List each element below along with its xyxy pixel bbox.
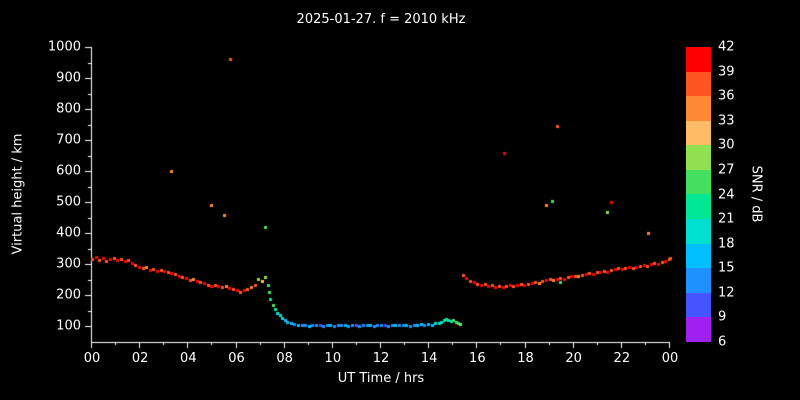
x-tick-label: 18 <box>517 351 534 366</box>
colorbar-tick-label: 12 <box>718 285 735 301</box>
y-axis-label: Virtual height / km <box>10 133 26 255</box>
x-tick-label: 00 <box>661 351 679 366</box>
x-tick-label: 22 <box>613 351 631 366</box>
y-tick-label: 1000 <box>47 39 81 55</box>
colorbar-tick-label: 24 <box>718 187 735 202</box>
x-tick-label: 04 <box>180 351 197 366</box>
y-tick-label: 800 <box>56 101 81 117</box>
chart-title: 2025-01-27. f = 2010 kHz <box>296 12 466 27</box>
colorbar-segment <box>686 120 711 146</box>
colorbar-tick-label: 21 <box>718 211 735 227</box>
y-tick-label: 300 <box>56 256 81 272</box>
colorbar-segment <box>686 169 711 195</box>
y-tick-label: 900 <box>56 70 81 86</box>
x-tick-label: 02 <box>131 351 149 366</box>
x-axis-label: UT Time / hrs <box>337 371 425 386</box>
colorbar-segment <box>686 145 711 170</box>
colorbar-segment <box>686 292 711 318</box>
x-tick-label: 20 <box>565 351 582 366</box>
colorbar <box>686 47 711 342</box>
y-tick-label: 400 <box>56 225 81 241</box>
y-tick-label: 500 <box>56 194 81 210</box>
colorbar-segment <box>686 268 711 293</box>
colorbar-tick-label: 15 <box>718 260 735 276</box>
y-tick-label: 700 <box>56 132 81 148</box>
colorbar-tick-label: 39 <box>718 64 735 80</box>
x-tick-label: 00 <box>83 351 101 366</box>
colorbar-tick-label: 6 <box>718 334 727 350</box>
colorbar-tick-label: 36 <box>718 88 735 104</box>
x-tick-label: 14 <box>420 351 438 366</box>
y-tick-label: 100 <box>56 318 81 334</box>
x-tick-label: 06 <box>228 351 245 366</box>
colorbar-tick-label: 42 <box>718 39 735 55</box>
colorbar-tick-label: 27 <box>718 162 735 178</box>
colorbar-segment <box>686 71 711 97</box>
colorbar-segment <box>686 243 711 269</box>
colorbar-tick-label: 9 <box>718 309 727 325</box>
colorbar-segment <box>686 317 711 342</box>
x-tick-label: 08 <box>276 351 293 366</box>
y-tick-label: 600 <box>56 163 81 179</box>
colorbar-label: SNR / dB <box>748 165 764 223</box>
colorbar-tick-label: 18 <box>718 236 735 252</box>
colorbar-tick-label: 33 <box>718 113 735 129</box>
colorbar-segment <box>686 96 711 121</box>
y-tick-label: 200 <box>56 287 81 303</box>
colorbar-segment <box>686 219 711 244</box>
x-tick-label: 10 <box>324 351 342 366</box>
colorbar-tick-label: 30 <box>718 137 735 153</box>
colorbar-segment <box>686 47 711 72</box>
colorbar-segment <box>686 194 711 220</box>
x-tick-label: 12 <box>372 351 390 366</box>
x-tick-label: 16 <box>469 351 486 366</box>
